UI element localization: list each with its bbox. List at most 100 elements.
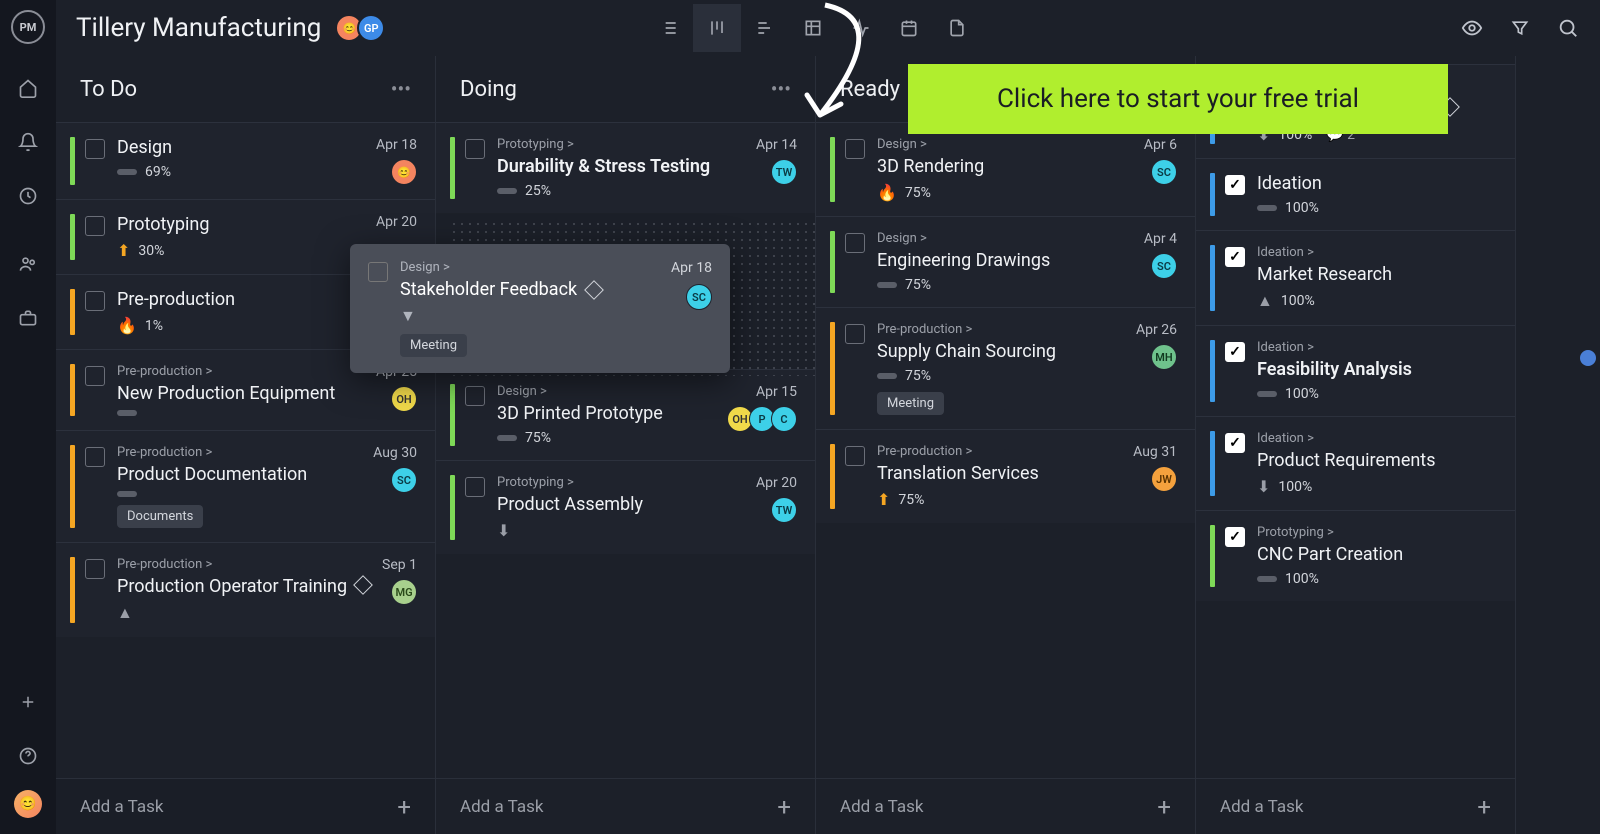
activity-view-icon[interactable] <box>837 4 885 52</box>
assignee-avatar[interactable]: OH <box>391 386 417 412</box>
add-task-button[interactable]: Add a Task + <box>56 778 435 834</box>
briefcase-icon[interactable] <box>8 298 48 338</box>
task-title: 3D Printed Prototype <box>497 403 721 424</box>
task-card[interactable]: Prototyping > Product Assembly ⬇ Apr 20 … <box>436 460 815 554</box>
plus-icon: + <box>777 793 791 821</box>
task-tag[interactable]: Meeting <box>400 334 467 357</box>
task-progress: 75% <box>905 185 931 201</box>
task-card[interactable]: Prototyping > Durability & Stress Testin… <box>436 122 815 213</box>
task-date: Aug 31 <box>1133 444 1177 460</box>
dragging-card[interactable]: Design > Stakeholder Feedback ▼ Meeting … <box>350 244 730 373</box>
assignee-avatar[interactable]: SC <box>1151 253 1177 279</box>
task-date: Sep 1 <box>382 557 417 573</box>
task-tag[interactable]: Documents <box>117 505 203 528</box>
view-switcher <box>645 4 981 52</box>
assignee-avatar[interactable]: SC <box>1151 159 1177 185</box>
task-checkbox[interactable] <box>1225 175 1245 195</box>
user-avatar[interactable]: 😊 <box>14 790 42 818</box>
team-icon[interactable] <box>8 244 48 284</box>
assignee-avatar[interactable]: 😊 <box>391 159 417 185</box>
task-checkbox[interactable] <box>465 477 485 497</box>
board-view-icon[interactable] <box>693 4 741 52</box>
task-card[interactable]: Pre-production > Product Documentation D… <box>56 430 435 542</box>
task-title: Market Research <box>1257 264 1487 285</box>
task-checkbox[interactable] <box>85 366 105 386</box>
task-category: Prototyping > <box>1257 525 1487 540</box>
assignee-avatar[interactable]: MH <box>1151 344 1177 370</box>
search-icon[interactable] <box>1556 16 1580 40</box>
member-avatars[interactable]: 😊 GP <box>341 14 385 42</box>
task-checkbox[interactable] <box>85 216 105 236</box>
list-view-icon[interactable] <box>645 4 693 52</box>
task-checkbox[interactable] <box>1225 527 1245 547</box>
add-task-label: Add a Task <box>840 797 923 817</box>
app-logo[interactable]: PM <box>11 10 45 44</box>
task-card[interactable]: Ideation > Market Research ▲ 100% <box>1196 230 1515 325</box>
task-card[interactable]: Design > Engineering Drawings 75% Apr 4 … <box>816 216 1195 307</box>
add-task-button[interactable]: Add a Task + <box>436 778 815 834</box>
task-category: Design > <box>877 231 1134 246</box>
task-checkbox[interactable] <box>845 233 865 253</box>
assignee-avatar[interactable]: SC <box>391 467 417 493</box>
assignee-avatar[interactable]: C <box>771 406 797 432</box>
task-checkbox[interactable] <box>85 139 105 159</box>
column-title: Ready <box>840 77 900 102</box>
task-checkbox[interactable] <box>845 139 865 159</box>
eye-icon[interactable] <box>1460 16 1484 40</box>
task-checkbox[interactable] <box>845 446 865 466</box>
task-card[interactable]: Ideation > Product Requirements ⬇ 100% <box>1196 416 1515 510</box>
add-task-button[interactable]: Add a Task + <box>816 778 1195 834</box>
gantt-view-icon[interactable] <box>741 4 789 52</box>
task-checkbox[interactable] <box>85 559 105 579</box>
task-card[interactable]: Prototyping > CNC Part Creation 100% <box>1196 510 1515 601</box>
column-cards: Ideation > Stakeholder Feedback ⬇ 100% 💬… <box>1196 64 1515 778</box>
task-checkbox[interactable] <box>1225 433 1245 453</box>
task-checkbox[interactable] <box>1225 342 1245 362</box>
task-progress: 75% <box>525 430 551 446</box>
task-card[interactable]: Design > 3D Rendering 🔥 75% Apr 6 SC <box>816 122 1195 216</box>
task-progress: 75% <box>905 368 931 384</box>
plus-icon: + <box>1477 793 1491 821</box>
filter-icon[interactable] <box>1508 16 1532 40</box>
file-view-icon[interactable] <box>933 4 981 52</box>
task-checkbox[interactable] <box>845 324 865 344</box>
assignee-avatar[interactable]: TW <box>771 497 797 523</box>
assignee-avatar[interactable]: MG <box>391 579 417 605</box>
task-checkbox[interactable] <box>85 291 105 311</box>
task-category: Pre-production > <box>117 557 372 572</box>
assignee-avatar[interactable]: TW <box>771 159 797 185</box>
task-checkbox[interactable] <box>85 447 105 467</box>
task-card[interactable]: Pre-production > Translation Services ⬆ … <box>816 429 1195 523</box>
scroll-indicator <box>1580 350 1596 366</box>
assignee-avatar[interactable]: JW <box>1151 466 1177 492</box>
help-icon[interactable] <box>8 736 48 776</box>
task-card[interactable]: Design > 3D Printed Prototype 75% Apr 15… <box>436 369 815 460</box>
task-card[interactable]: Ideation 100% <box>1196 158 1515 230</box>
clock-icon[interactable] <box>8 176 48 216</box>
task-card[interactable]: Design 69% Apr 18 😊 <box>56 122 435 199</box>
task-date: Apr 20 <box>756 475 797 491</box>
task-checkbox[interactable] <box>465 386 485 406</box>
add-icon[interactable] <box>8 682 48 722</box>
calendar-view-icon[interactable] <box>885 4 933 52</box>
task-category: Prototyping > <box>497 137 746 152</box>
table-view-icon[interactable] <box>789 4 837 52</box>
task-card[interactable]: Ideation > Feasibility Analysis 100% <box>1196 325 1515 416</box>
bell-icon[interactable] <box>8 122 48 162</box>
kanban-board: To Do ••• Design 69% Apr 18 😊 <box>56 56 1600 834</box>
assignee-avatar[interactable]: SC <box>686 284 712 310</box>
task-checkbox[interactable] <box>368 262 388 282</box>
home-icon[interactable] <box>8 68 48 108</box>
add-task-button[interactable]: Add a Task + <box>1196 778 1515 834</box>
more-icon[interactable]: ••• <box>771 77 791 101</box>
more-icon[interactable]: ••• <box>391 77 411 101</box>
add-task-label: Add a Task <box>1220 797 1303 817</box>
cta-banner[interactable]: Click here to start your free trial <box>908 64 1448 134</box>
task-card[interactable]: Pre-production > Production Operator Tra… <box>56 542 435 637</box>
task-checkbox[interactable] <box>1225 247 1245 267</box>
task-checkbox[interactable] <box>465 139 485 159</box>
task-card[interactable]: Pre-production > Supply Chain Sourcing 7… <box>816 307 1195 429</box>
task-progress: 69% <box>145 164 171 180</box>
task-tag[interactable]: Meeting <box>877 392 944 415</box>
task-progress: 75% <box>905 277 931 293</box>
